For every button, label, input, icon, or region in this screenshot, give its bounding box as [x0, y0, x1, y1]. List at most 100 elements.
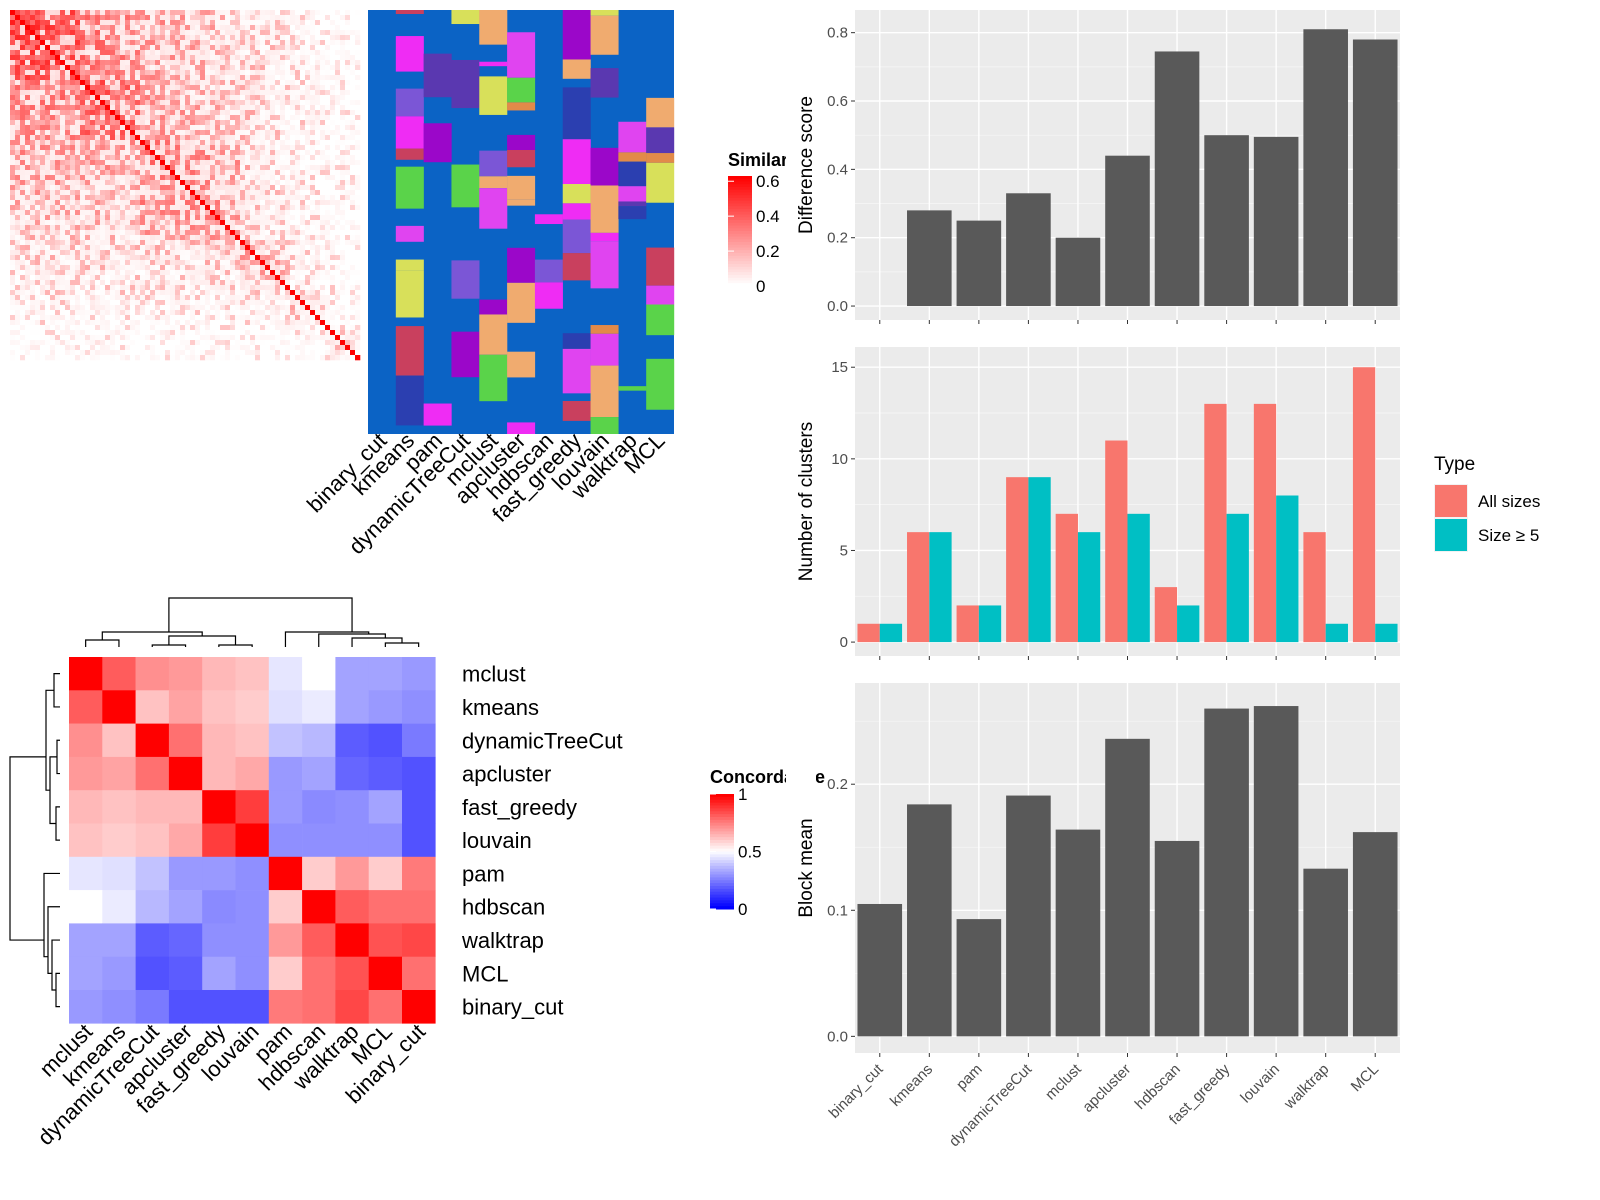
similarity-cell [60, 355, 66, 361]
similarity-cell [20, 80, 26, 86]
similarity-cell [155, 290, 161, 296]
similarity-cell [70, 200, 76, 206]
similarity-cell [265, 315, 271, 321]
similarity-cell [10, 160, 16, 166]
similarity-cell [325, 20, 331, 26]
similarity-cell [260, 65, 266, 71]
similarity-cell [295, 220, 301, 226]
similarity-cell [105, 280, 111, 286]
similarity-cell [255, 160, 261, 166]
similarity-cell [325, 145, 331, 151]
similarity-cell [300, 240, 306, 246]
similarity-cell [320, 350, 326, 356]
similarity-cell [255, 140, 261, 146]
similarity-cell [355, 225, 361, 231]
similarity-cell [135, 70, 141, 76]
similarity-cell [200, 275, 206, 281]
similarity-cell [245, 160, 251, 166]
similarity-cell [30, 115, 36, 121]
similarity-cell [110, 350, 116, 356]
similarity-cell [155, 60, 161, 66]
similarity-cell [150, 35, 156, 41]
similarity-cell [230, 305, 236, 311]
similarity-cell [250, 105, 256, 111]
similarity-cell [265, 150, 271, 156]
similarity-cell [100, 335, 106, 341]
similarity-cell [325, 335, 331, 341]
similarity-cell [250, 60, 256, 66]
similarity-cell [215, 240, 221, 246]
similarity-cell [115, 245, 121, 251]
similarity-cell [220, 355, 226, 361]
similarity-cell [355, 180, 361, 186]
similarity-cell [325, 355, 331, 361]
similarity-cell [335, 345, 341, 351]
similarity-cell [265, 85, 271, 91]
similarity-cell [150, 295, 156, 301]
similarity-cell [215, 100, 221, 106]
similarity-cell [330, 280, 336, 286]
similarity-cell [65, 165, 71, 171]
similarity-cell [95, 60, 101, 66]
similarity-cell [60, 10, 66, 16]
similarity-cell [25, 170, 31, 176]
similarity-cell [25, 350, 31, 356]
similarity-cell [275, 160, 281, 166]
similarity-cell [155, 335, 161, 341]
similarity-cell [10, 165, 16, 171]
similarity-cell [275, 140, 281, 146]
similarity-cell [275, 345, 281, 351]
similarity-cell [200, 260, 206, 266]
similarity-cell [260, 295, 266, 301]
similarity-cell [230, 95, 236, 101]
similarity-cell [45, 95, 51, 101]
similarity-cell [330, 325, 336, 331]
similarity-cell [45, 185, 51, 191]
similarity-cell [10, 85, 16, 91]
similarity-cell [60, 175, 66, 181]
similarity-cell [250, 145, 256, 151]
similarity-cell [75, 295, 81, 301]
similarity-cell [315, 275, 321, 281]
similarity-cell [150, 175, 156, 181]
similarity-cell [40, 320, 46, 326]
similarity-cell [100, 170, 106, 176]
similarity-cell [265, 15, 271, 21]
similarity-cell [145, 35, 151, 41]
similarity-cell [170, 50, 176, 56]
similarity-cell [140, 195, 146, 201]
similarity-cell [110, 155, 116, 161]
similarity-cell [140, 60, 146, 66]
similarity-cell [335, 355, 341, 361]
similarity-cell [225, 165, 231, 171]
similarity-cell [230, 10, 236, 16]
similarity-cell [280, 295, 286, 301]
similarity-cell [300, 295, 306, 301]
similarity-cell [60, 100, 66, 106]
similarity-cell [175, 270, 181, 276]
similarity-cell [155, 295, 161, 301]
similarity-cell [20, 170, 26, 176]
similarity-cell [110, 125, 116, 131]
similarity-cell [70, 235, 76, 241]
similarity-cell [45, 215, 51, 221]
similarity-cell [100, 260, 106, 266]
similarity-cell [25, 270, 31, 276]
similarity-cell [75, 25, 81, 31]
similarity-cell [310, 40, 316, 46]
similarity-cell [260, 195, 266, 201]
similarity-cell [130, 265, 136, 271]
similarity-cell [255, 345, 261, 351]
similarity-cell [20, 335, 26, 341]
similarity-cell [280, 340, 286, 346]
similarity-cell [285, 325, 291, 331]
similarity-cell [275, 250, 281, 256]
similarity-cell [330, 305, 336, 311]
similarity-cell [295, 30, 301, 36]
similarity-cell [25, 145, 31, 151]
similarity-cell [135, 60, 141, 66]
similarity-cell [85, 245, 91, 251]
similarity-cell [200, 155, 206, 161]
similarity-cell [160, 110, 166, 116]
similarity-cell [200, 255, 206, 261]
